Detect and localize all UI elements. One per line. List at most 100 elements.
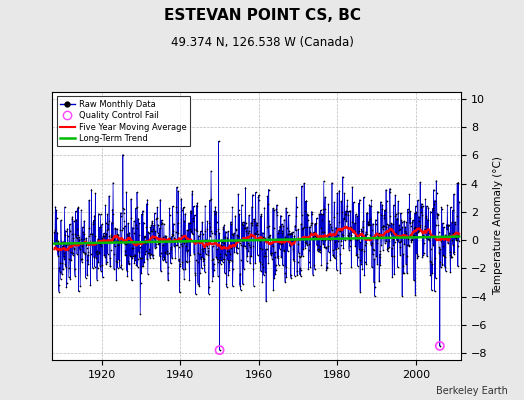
Point — [211, 211, 219, 217]
Point — [211, 228, 220, 234]
Point — [220, 222, 228, 228]
Point — [123, 272, 132, 279]
Point — [358, 224, 367, 230]
Point — [116, 227, 124, 233]
Point — [107, 234, 115, 240]
Point — [104, 250, 112, 257]
Point — [67, 249, 75, 256]
Point — [435, 250, 443, 257]
Point — [57, 240, 66, 246]
Point — [395, 239, 403, 246]
Point — [179, 204, 188, 210]
Point — [83, 272, 91, 278]
Point — [177, 241, 185, 247]
Point — [372, 252, 380, 259]
Point — [193, 200, 201, 206]
Point — [366, 203, 375, 209]
Point — [246, 244, 254, 250]
Point — [114, 232, 123, 238]
Point — [254, 230, 262, 237]
Point — [344, 232, 353, 238]
Point — [114, 257, 123, 263]
Point — [196, 228, 205, 235]
Point — [372, 221, 380, 227]
Point — [212, 208, 221, 215]
Point — [310, 266, 319, 272]
Point — [73, 251, 81, 257]
Point — [270, 274, 278, 281]
Point — [50, 241, 59, 247]
Point — [201, 268, 209, 275]
Point — [435, 343, 444, 349]
Point — [138, 240, 147, 246]
Point — [173, 220, 182, 226]
Point — [288, 239, 296, 245]
Point — [193, 258, 202, 265]
Point — [436, 264, 445, 270]
Point — [139, 208, 147, 214]
Point — [288, 229, 297, 235]
Point — [452, 236, 461, 243]
Point — [352, 211, 360, 218]
Point — [202, 251, 210, 257]
Point — [91, 264, 99, 270]
Point — [217, 236, 226, 243]
Point — [282, 274, 291, 280]
Point — [429, 242, 438, 248]
Point — [446, 269, 454, 275]
Point — [257, 211, 265, 218]
Point — [355, 196, 364, 203]
Point — [398, 224, 407, 230]
Point — [331, 239, 339, 245]
Point — [110, 266, 118, 272]
Point — [310, 229, 318, 235]
Point — [134, 264, 142, 270]
Point — [188, 191, 196, 197]
Point — [233, 245, 242, 252]
Point — [324, 232, 332, 239]
Point — [212, 218, 221, 225]
Point — [76, 240, 84, 246]
Point — [408, 236, 416, 242]
Point — [277, 254, 286, 260]
Point — [373, 260, 381, 267]
Point — [216, 260, 225, 267]
Point — [148, 228, 156, 234]
Point — [298, 226, 307, 232]
Point — [333, 238, 342, 244]
Point — [116, 238, 124, 244]
Point — [289, 246, 297, 252]
Point — [446, 204, 455, 210]
Point — [180, 240, 188, 246]
Point — [390, 239, 399, 245]
Point — [451, 219, 459, 225]
Point — [94, 259, 103, 265]
Point — [447, 254, 456, 261]
Point — [215, 257, 223, 263]
Point — [440, 236, 449, 242]
Point — [210, 261, 218, 267]
Point — [133, 204, 141, 210]
Point — [135, 220, 144, 226]
Point — [260, 253, 268, 259]
Point — [269, 225, 278, 232]
Point — [414, 228, 423, 234]
Point — [259, 272, 268, 278]
Point — [369, 246, 377, 252]
Point — [235, 240, 244, 246]
Point — [177, 231, 185, 238]
Point — [177, 207, 185, 213]
Point — [346, 208, 355, 214]
Point — [82, 235, 90, 241]
Point — [397, 216, 406, 223]
Point — [112, 257, 120, 264]
Point — [329, 252, 337, 258]
Point — [441, 263, 449, 270]
Point — [361, 232, 369, 238]
Point — [62, 264, 70, 270]
Point — [182, 258, 190, 265]
Point — [147, 227, 155, 234]
Point — [195, 283, 203, 289]
Point — [105, 254, 114, 261]
Point — [162, 233, 171, 240]
